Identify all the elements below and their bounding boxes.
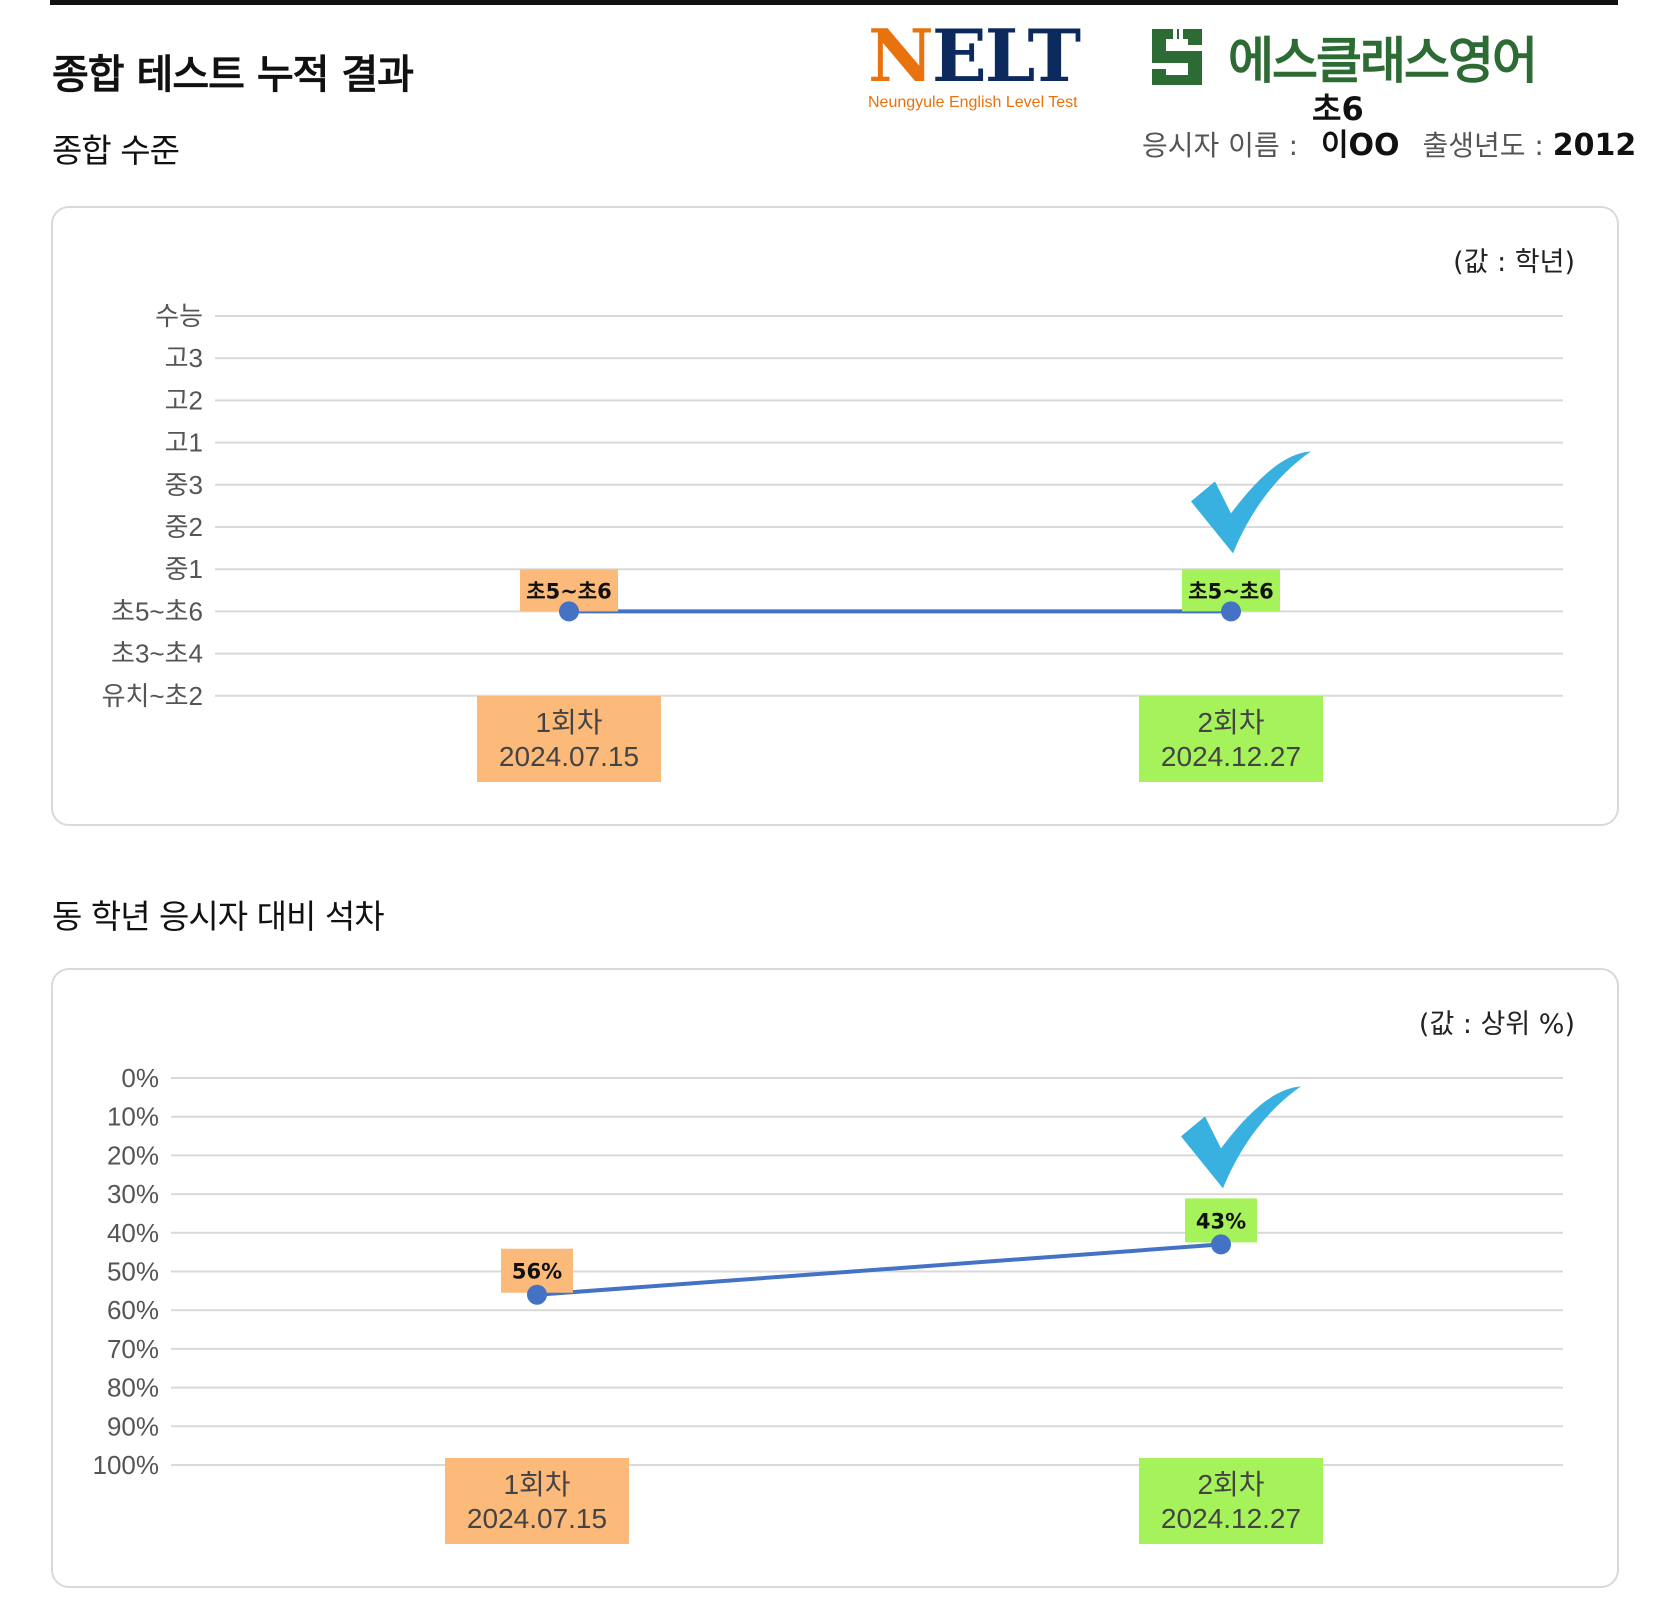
section-title-percentile: 동 학년 응시자 대비 석차 [52,897,385,936]
round-label: 2회차 [1197,707,1265,738]
page-title: 종합 테스트 누적 결과 [52,52,414,98]
x-category-label: 1회차 2024.07.15 [445,1458,629,1544]
y-tick-label: 중3 [165,470,203,500]
x-category-label: 1회차 2024.07.15 [477,696,661,782]
data-label: 56% [512,1260,562,1284]
chart-unit-label: (값 : 학년) [1453,247,1575,278]
birth-year: 2012 [1552,128,1637,163]
chart-unit-label: (값 : 상위 %) [1418,1009,1575,1040]
y-tick-label: 고3 [165,343,203,373]
x-category-label: 2회차 2024.12.27 [1139,696,1323,782]
data-label: 43% [1196,1209,1246,1233]
y-tick-label: 80% [107,1373,159,1403]
data-point [527,1284,547,1305]
y-tick-label: 초3~초4 [111,639,203,669]
x-category-label: 2회차 2024.12.27 [1139,1458,1323,1544]
current-level: 초6 [1312,90,1364,128]
round-label: 1회차 [535,707,603,738]
y-tick-label: 중2 [165,512,203,542]
percentile-chart-panel: (값 : 상위 %) 0% 10% 20% 30% 40% 50% 60% 70% 80% 90%… [51,968,1619,1588]
academy-name: 에스클래스영어 [1228,32,1538,90]
y-tick-label: 고1 [165,428,203,458]
top-rule [50,0,1618,5]
y-tick-label: 60% [107,1295,159,1325]
y-tick-label: 중1 [165,554,203,584]
y-tick-label: 고2 [165,385,203,415]
round-label: 2회차 [1197,1469,1265,1500]
y-tick-label: 10% [107,1102,159,1132]
date-label: 2024.07.15 [498,741,640,772]
y-tick-label: 30% [107,1179,159,1209]
series-line [536,1242,1222,1297]
academy-logo: 에스클래스영어 [1148,22,1538,92]
candidate-label: 응시자 이름 : [1142,129,1299,162]
y-tick-label: 20% [107,1140,159,1170]
date-label: 2024.12.27 [1160,741,1302,772]
data-point [559,601,579,622]
data-label: 초5~초6 [1188,579,1273,603]
candidate-name: 이OO [1320,128,1400,163]
y-tick-label: 40% [107,1218,159,1248]
date-label: 2024.07.15 [466,1503,608,1534]
y-tick-label: 0% [121,1063,159,1093]
y-tick-label: 수능 [155,301,203,331]
data-label: 초5~초6 [526,579,611,603]
y-tick-label: 90% [107,1411,159,1441]
check-icon [1181,1086,1301,1189]
check-icon [1191,451,1311,554]
nelt-logo-subtitle: Neungyule English Level Test [868,94,1078,111]
nelt-logo: NELT Neungyule English Level Test [868,13,1098,118]
y-tick-label: 초5~초6 [111,596,203,626]
date-label: 2024.12.27 [1160,1503,1302,1534]
section-title-overall-level: 종합 수준 [52,131,180,170]
academy-logo-icon [1152,29,1202,85]
y-tick-label: 70% [107,1334,159,1364]
y-tick-label: 유치~초2 [102,681,203,711]
nelt-logo-word: NELT [868,13,1081,98]
y-tick-label: 50% [107,1257,159,1287]
percentile-chart: 0% 10% 20% 30% 40% 50% 60% 70% 80% 90% 100% 56% 43% [93,1063,1563,1480]
y-tick-label: 100% [93,1450,160,1480]
data-point [1211,1234,1231,1255]
data-point [1221,601,1241,622]
birth-year-label: 출생년도 : [1422,129,1544,162]
candidate-info: 응시자 이름 : 이OO 출생년도 : 2012 [1142,120,1636,164]
round-label: 1회차 [503,1469,571,1500]
